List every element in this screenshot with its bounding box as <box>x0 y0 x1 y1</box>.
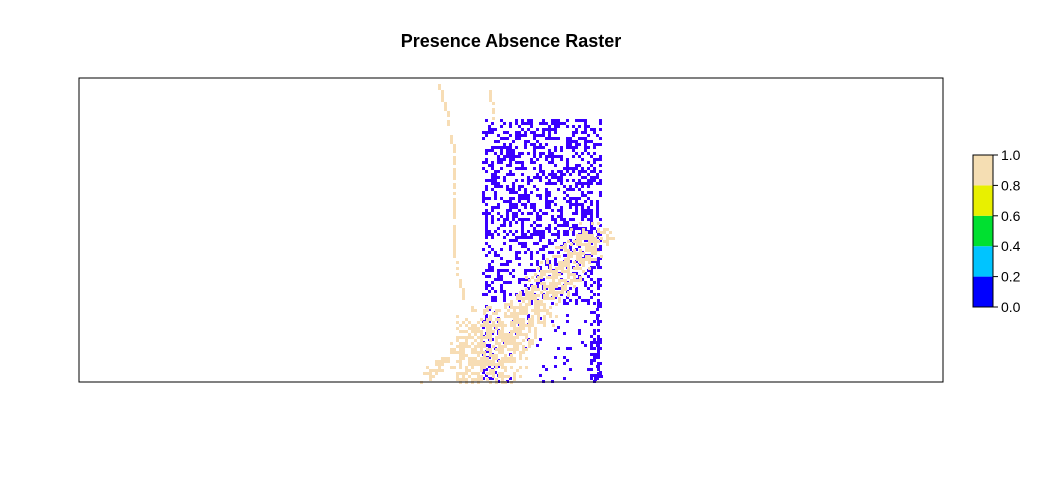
colorbar-tick-label: 0.6 <box>1001 208 1021 224</box>
colorbar-swatch <box>973 155 993 186</box>
colorbar-tick-label: 0.2 <box>1001 269 1021 285</box>
colorbar-legend: 0.0 0.2 0.4 0.6 0.8 1.0 <box>972 147 1021 315</box>
colorbar-tick-label: 0.8 <box>1001 177 1021 193</box>
map-frame <box>78 77 944 383</box>
colorbar-tick-label: 1.0 <box>1001 147 1021 163</box>
colorbar-tick-label: 0.4 <box>1001 238 1021 254</box>
colorbar-swatch <box>973 215 993 247</box>
colorbar-tick-label: 0.0 <box>1001 299 1021 315</box>
colorbar-frame <box>972 154 994 308</box>
colorbar-swatch <box>973 246 993 277</box>
raster-cells <box>420 84 615 384</box>
colorbar-swatch <box>973 185 993 216</box>
colorbar-swatch <box>973 276 993 307</box>
map-title: Presence Absence Raster <box>401 31 621 51</box>
